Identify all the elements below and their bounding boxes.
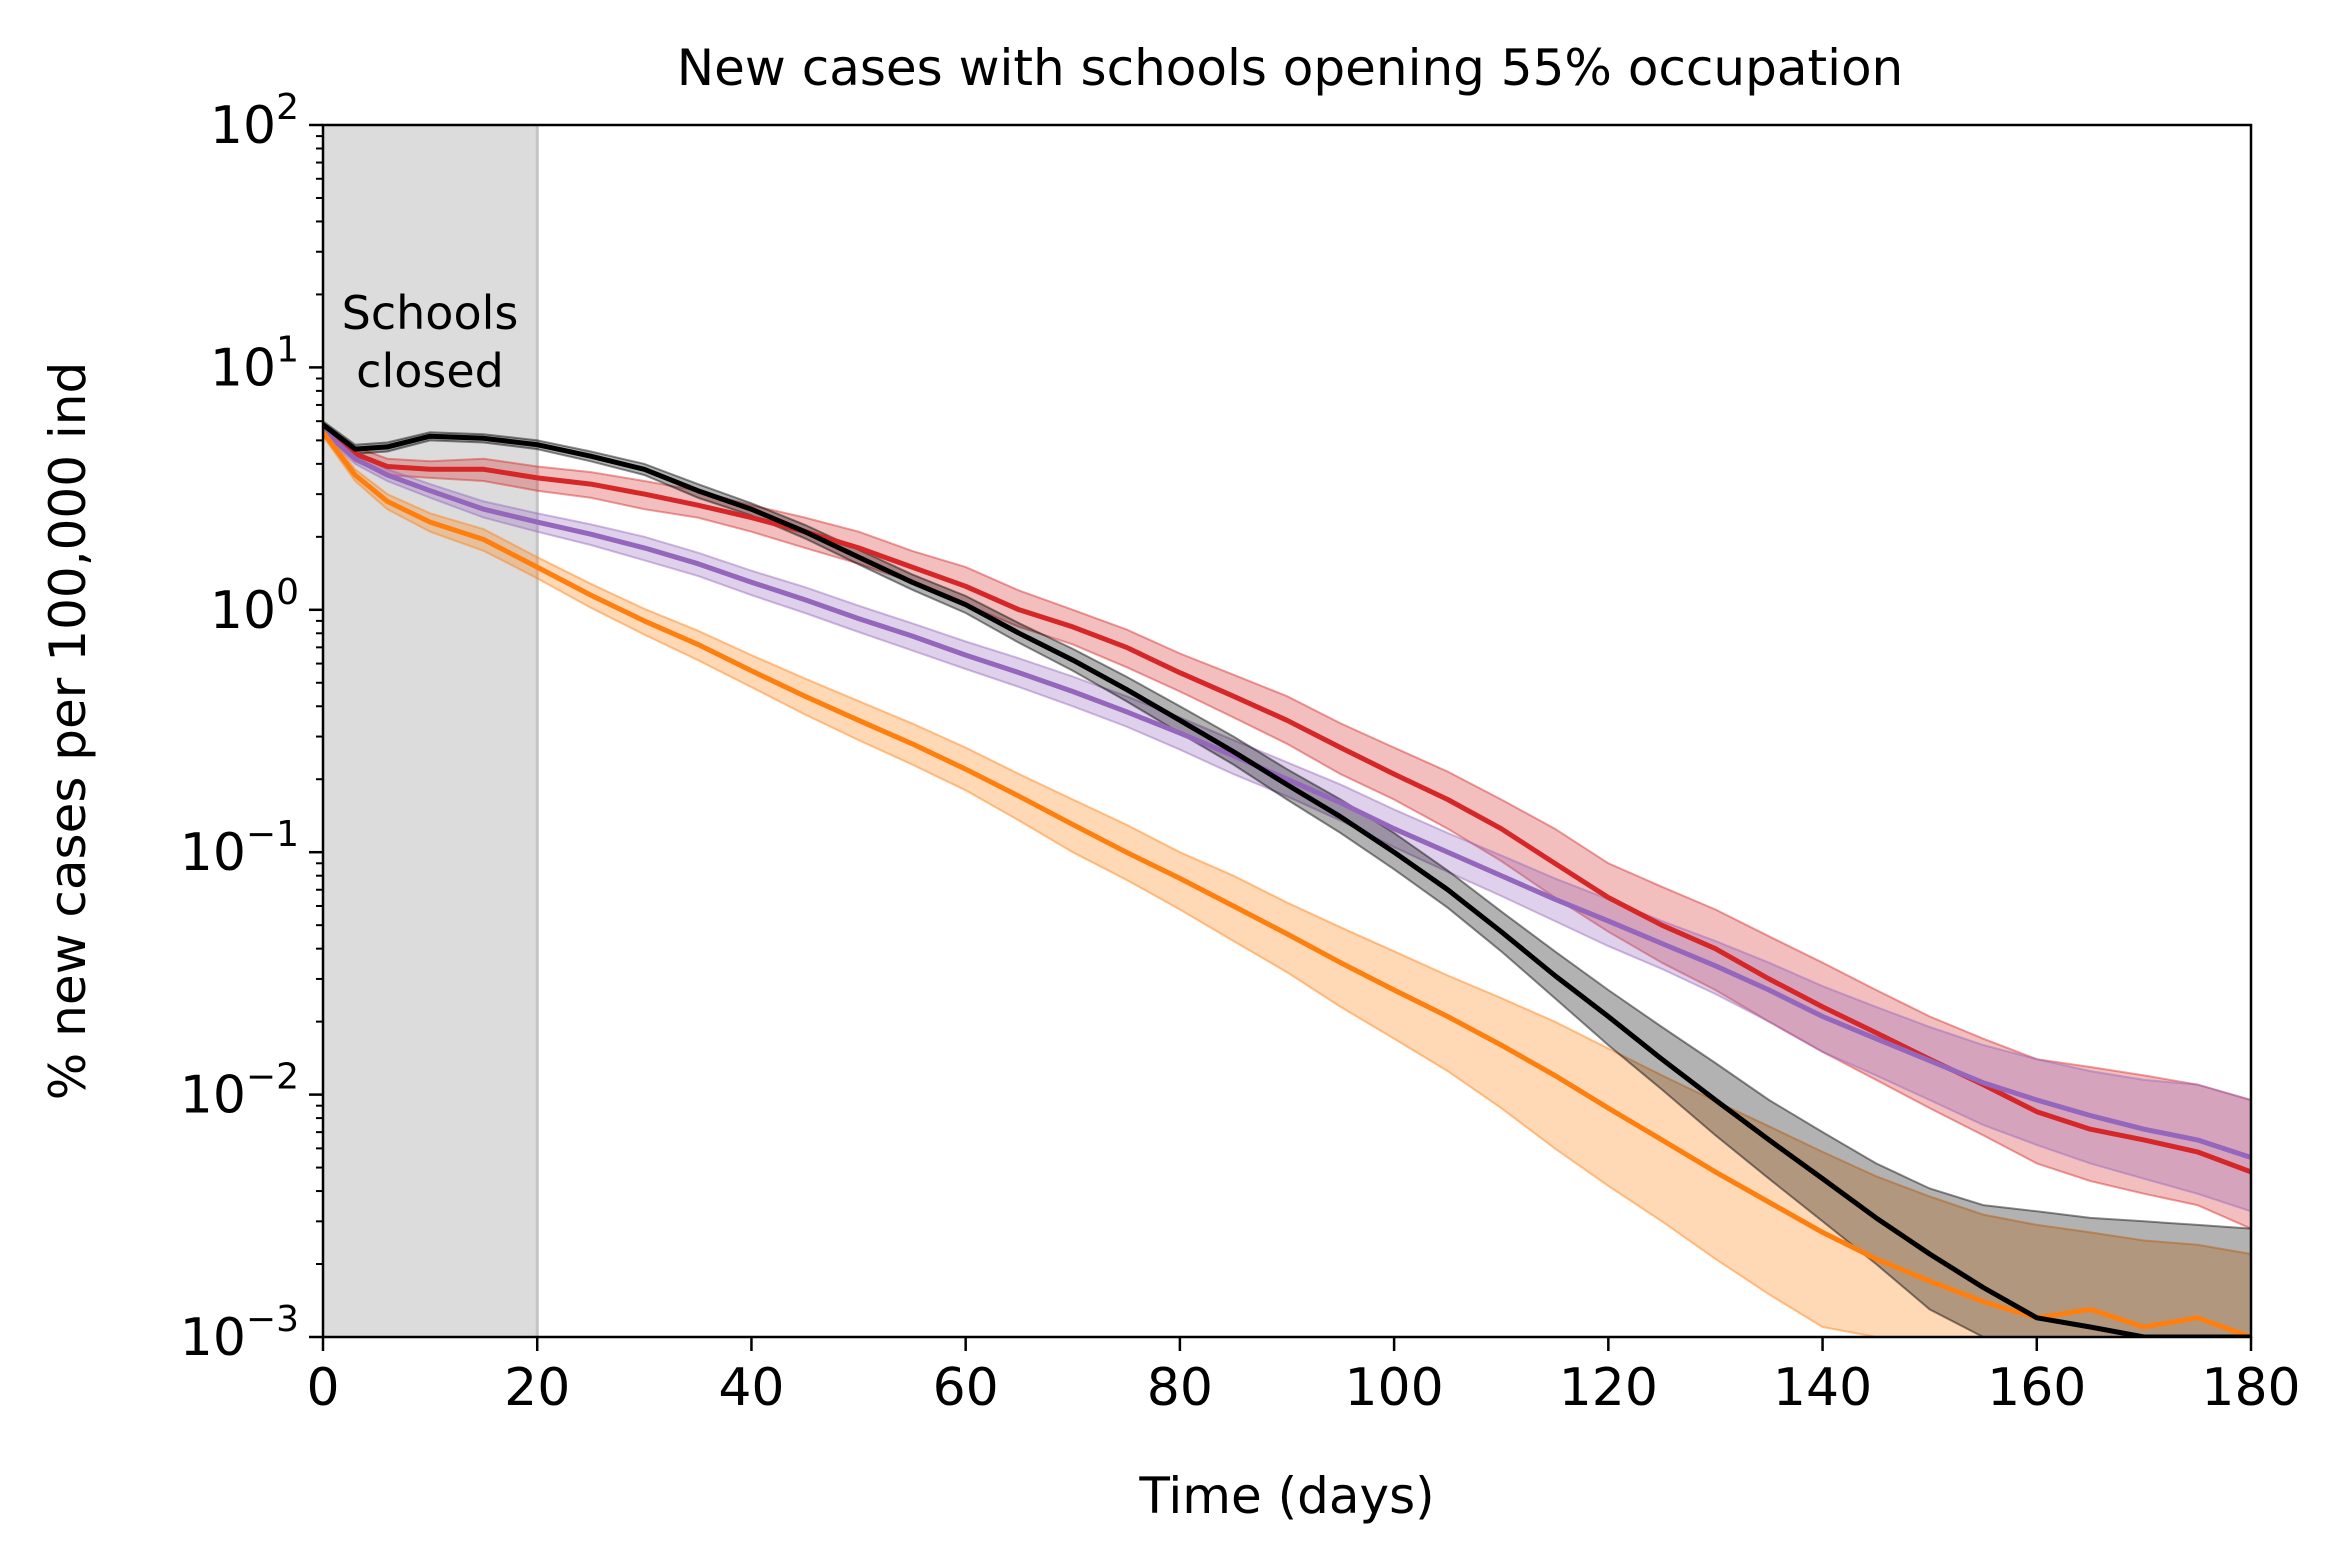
- x-tick-label: 60: [933, 1358, 999, 1418]
- series-2-band: [323, 426, 2251, 1337]
- series-3-band: [323, 419, 2251, 1337]
- x-tick-label: 100: [1344, 1358, 1443, 1418]
- x-tick-label: 20: [504, 1358, 570, 1418]
- series-2-line: [323, 430, 2251, 1337]
- y-axis-label: % new cases per 100,000 ind: [39, 362, 97, 1100]
- x-tick-label: 0: [306, 1358, 339, 1418]
- x-tick-label: 180: [2201, 1358, 2300, 1418]
- x-tick-label: 140: [1773, 1358, 1872, 1418]
- x-tick-label: 120: [1559, 1358, 1658, 1418]
- series-3-line: [323, 422, 2251, 1337]
- y-tick-label: 100: [210, 572, 299, 641]
- plot-background: [323, 125, 2251, 1337]
- chart-title: New cases with schools opening 55% occup…: [677, 39, 1904, 97]
- x-tick-label: 160: [1987, 1358, 2086, 1418]
- series-1-band: [323, 425, 2251, 1213]
- y-tick-label: 10−1: [180, 814, 299, 883]
- x-tick-label: 40: [718, 1358, 784, 1418]
- x-axis-label: Time (days): [1138, 1467, 1434, 1525]
- x-axis-ticks: 0 20 40 60 80 100 120 140 160 180: [306, 1337, 2301, 1418]
- y-tick-label: 10−3: [180, 1299, 299, 1368]
- series-lines: [323, 422, 2251, 1337]
- y-tick-label: 101: [210, 329, 299, 398]
- plot-frame: [321, 123, 2253, 1339]
- schools-closed-shading: [323, 125, 538, 1337]
- shaded-region-label-line1: Schools: [342, 286, 519, 340]
- x-tick-label: 80: [1147, 1358, 1213, 1418]
- y-tick-label: 10−2: [180, 1057, 299, 1126]
- y-tick-label: 102: [210, 87, 299, 156]
- shaded-region-label-line2: closed: [356, 344, 504, 398]
- y-axis-ticks: 10−3 10−2 10−1 100 101 102: [180, 87, 323, 1368]
